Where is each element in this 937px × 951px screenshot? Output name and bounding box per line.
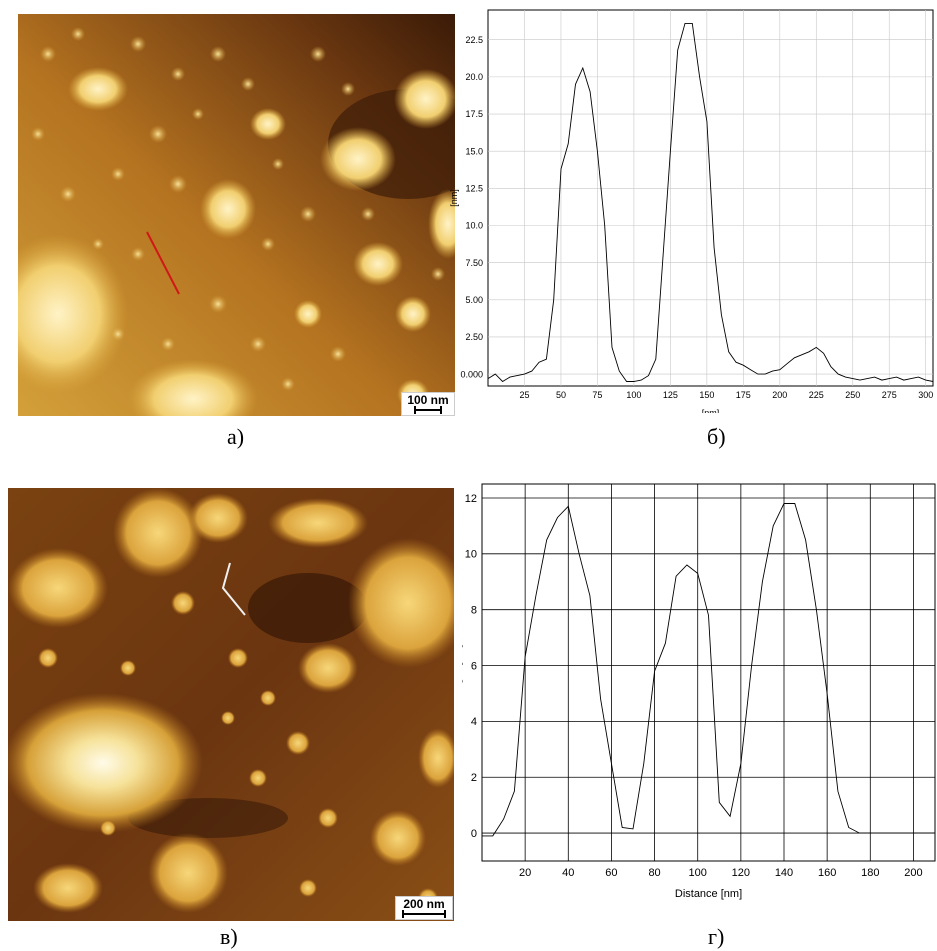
y-tick-label: 20.0: [465, 72, 483, 82]
x-tick-label: 75: [592, 390, 602, 400]
y-tick-label: 2: [471, 772, 477, 784]
x-tick-label: 50: [556, 390, 566, 400]
x-tick-label: 100: [626, 390, 641, 400]
x-tick-label: 125: [663, 390, 678, 400]
afm-image-a: 100 nm: [18, 14, 455, 416]
x-axis-label: Distance [nm]: [675, 888, 742, 900]
y-tick-label: 10.0: [465, 221, 483, 231]
y-tick-label: 15.0: [465, 146, 483, 156]
plot-frame: [487, 9, 934, 387]
x-tick-label: 250: [845, 390, 860, 400]
x-tick-label: 160: [818, 867, 836, 879]
x-tick-label: 200: [904, 867, 922, 879]
x-tick-label: 150: [699, 390, 714, 400]
y-tick-label: 6: [471, 660, 477, 672]
profile-chart-d: 20 40 60 80 100 120 140 160 180 200 0 2 4 6 8 10 12 Dista…: [451, 480, 937, 912]
x-tick-label: 180: [861, 867, 879, 879]
profile-series-line: [482, 503, 935, 837]
y-tick-label: 0.000: [460, 369, 483, 379]
afm-image-c: 200 nm: [8, 488, 454, 921]
x-tick-label: 25: [519, 390, 529, 400]
y-tick-label: 22.5: [465, 35, 483, 45]
profile-line-a: [146, 231, 180, 295]
profile-series-line: [487, 22, 934, 383]
y-tick-label: 10: [465, 549, 477, 561]
plot-frame: [481, 483, 936, 862]
x-tick-label: 275: [882, 390, 897, 400]
scale-bar-c: 200 nm: [395, 896, 453, 920]
caption-b: б): [707, 424, 726, 449]
x-tick-label: 175: [736, 390, 751, 400]
afm-topography-a: [18, 14, 455, 416]
x-tick-label: 40: [562, 867, 574, 879]
y-tick-label: 12.5: [465, 183, 483, 193]
y-axis-label: Height [nm]: [462, 644, 463, 700]
x-tick-label: 100: [689, 867, 707, 879]
y-tick-label: 17.5: [465, 109, 483, 119]
y-tick-label: 4: [471, 716, 477, 728]
y-tick-label: 8: [471, 605, 477, 617]
y-tick-label: 2.50: [465, 332, 483, 342]
x-tick-label: 60: [605, 867, 617, 879]
caption-c: в): [220, 924, 238, 949]
y-tick-label: 7.50: [465, 258, 483, 268]
caption-d: г): [708, 924, 725, 949]
x-axis-label: [nm]: [702, 408, 720, 413]
profile-line-c: [221, 562, 246, 616]
y-axis-label: [nm]: [449, 189, 459, 207]
x-tick-label: 140: [775, 867, 793, 879]
x-tick-label: 300: [918, 390, 933, 400]
x-tick-label: 225: [809, 390, 824, 400]
y-tick-label: 0: [471, 828, 477, 840]
x-tick-label: 120: [732, 867, 750, 879]
scale-bar-a: 100 nm: [401, 392, 455, 416]
afm-topography-c: [8, 488, 454, 921]
caption-a: а): [227, 424, 245, 449]
y-tick-label: 5.00: [465, 295, 483, 305]
y-tick-label: 12: [465, 493, 477, 505]
x-tick-label: 200: [772, 390, 787, 400]
profile-chart-b: 25 50 75 100 125 150 175 200 225 250 275 300 0.000 2.…: [445, 8, 935, 418]
x-tick-label: 20: [519, 867, 531, 879]
x-tick-label: 80: [648, 867, 660, 879]
